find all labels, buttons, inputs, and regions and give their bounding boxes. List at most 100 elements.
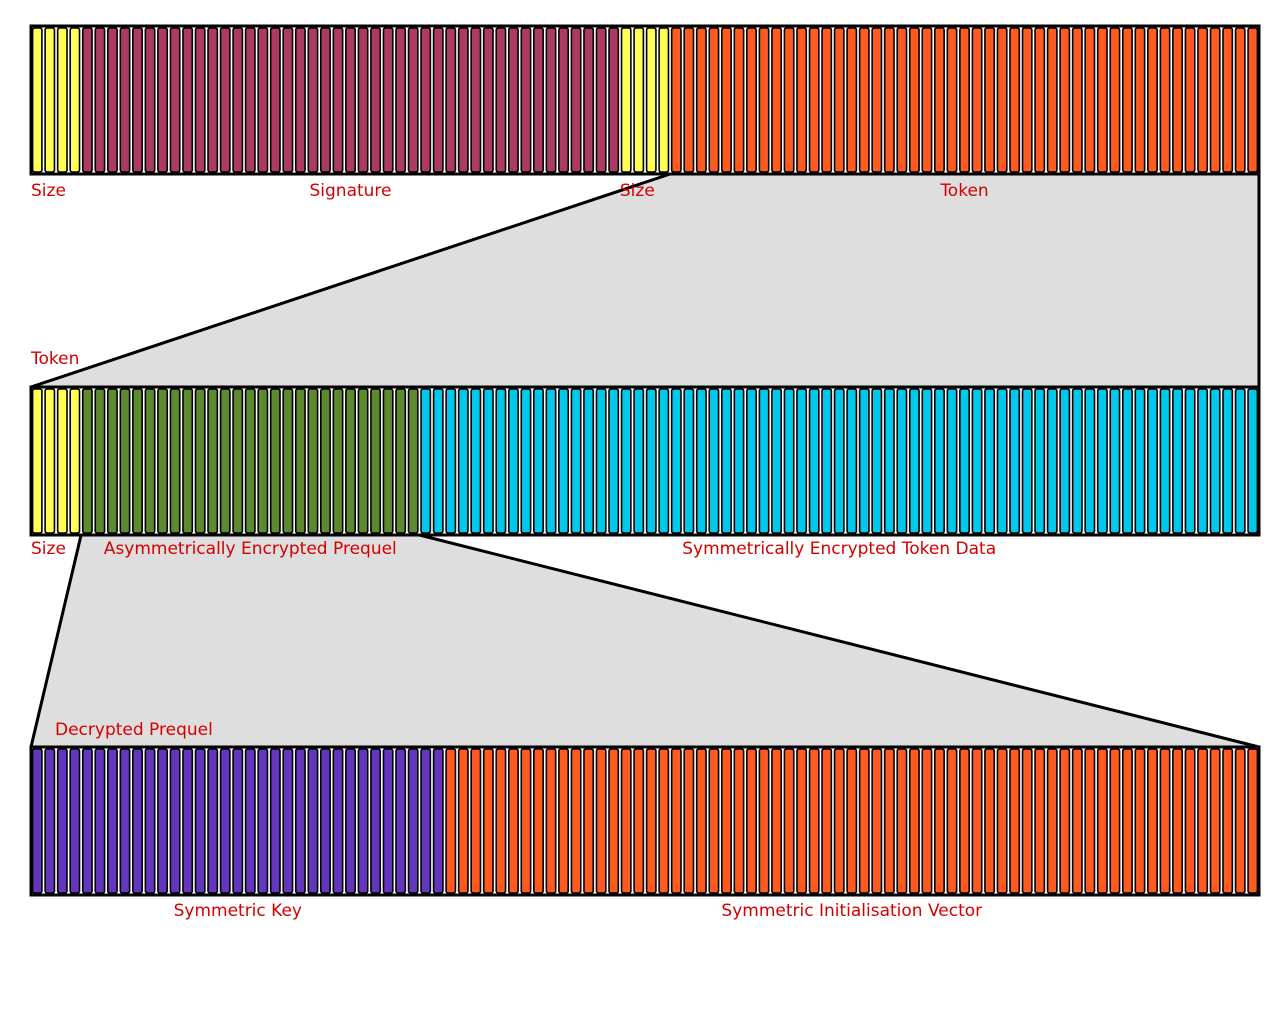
byte-cell [1134,388,1146,534]
byte-cell [269,388,281,534]
byte-cell [169,388,181,534]
byte-cell [1109,27,1121,173]
byte-cell [583,748,595,894]
byte-cell [332,27,344,173]
byte-cell [1046,748,1058,894]
byte-cell [507,748,519,894]
byte-cell [119,388,131,534]
byte-cell [833,27,845,173]
byte-cell [1247,27,1259,173]
byte-cell [984,388,996,534]
byte-cell [808,27,820,173]
byte-cell [959,748,970,894]
prequel-zoom-connector [29,533,1261,749]
byte-cell [257,748,269,894]
byte-cell [670,748,682,894]
byte-cell [144,388,156,534]
byte-cell [583,27,595,173]
byte-cell [1096,27,1108,173]
byte-cell [345,748,356,894]
byte-cell [645,748,657,894]
byte-cell [1197,748,1209,894]
byte-cell [1234,748,1246,894]
byte-cell [457,388,469,534]
byte-cell [520,748,532,894]
byte-cell [69,27,81,173]
byte-cell [846,748,858,894]
byte-cell [996,748,1008,894]
segment-size-2 [620,27,670,173]
byte-cell [1021,388,1033,534]
byte-cell [1084,388,1096,534]
byte-cell [871,27,883,173]
byte-cell [1147,27,1158,173]
byte-cell [332,748,344,894]
segment-label-signature: Signature [309,181,391,201]
byte-cell [984,748,996,894]
byte-cell [921,27,933,173]
byte-cell [1121,748,1133,894]
byte-cell [645,27,657,173]
byte-cell [119,748,131,894]
byte-cell [1059,27,1071,173]
byte-cell [244,27,256,173]
byte-cell [658,748,670,894]
rows [29,24,1261,897]
byte-cell [520,27,532,173]
byte-cell [1134,27,1146,173]
byte-cell [545,27,557,173]
byte-cell [244,388,256,534]
byte-cell [1234,388,1246,534]
byte-cell [720,748,732,894]
byte-cell [44,27,56,173]
byte-cell [821,748,833,894]
byte-cell [269,27,281,173]
byte-cell [733,748,745,894]
byte-cell [1109,388,1121,534]
byte-cell [558,388,570,534]
byte-cell [1071,748,1083,894]
byte-cell [219,388,231,534]
byte-cell [382,388,394,534]
byte-cell [633,27,645,173]
byte-cell [883,748,895,894]
byte-cell [1059,748,1071,894]
byte-cell [370,748,382,894]
byte-cell [620,388,632,534]
byte-cell [695,748,707,894]
byte-cell [771,388,783,534]
byte-cell [796,27,808,173]
byte-cell [294,748,306,894]
byte-cell [1147,748,1158,894]
byte-cell [883,27,895,173]
byte-cell [670,27,682,173]
byte-cell [545,748,557,894]
byte-cell [746,748,757,894]
byte-cell [896,27,908,173]
byte-cell [332,388,344,534]
byte-cell [758,27,770,173]
byte-cell [420,27,432,173]
byte-cell [1234,27,1246,173]
byte-cell [395,27,407,173]
byte-cell [645,388,657,534]
byte-cell [708,27,720,173]
byte-cell [620,27,632,173]
byte-cell [106,27,118,173]
byte-cell [370,388,382,534]
segment-sym-key [31,748,444,894]
byte-cell [56,748,68,894]
byte-cell [733,27,745,173]
byte-cell [482,388,494,534]
byte-cell [1009,388,1021,534]
row-outline [29,745,1261,897]
row-outline [29,24,1261,176]
byte-cell [633,748,645,894]
byte-cell [294,388,306,534]
byte-cell [69,748,81,894]
byte-cell [507,388,519,534]
byte-cell [81,748,93,894]
byte-cell [533,748,544,894]
byte-cell [996,388,1008,534]
byte-cell [282,388,294,534]
